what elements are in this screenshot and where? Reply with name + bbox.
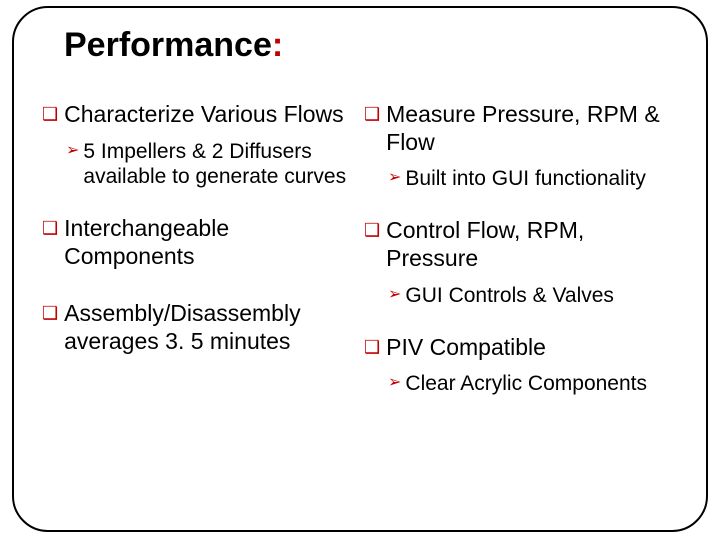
left-block-1: ❑ Characterize Various Flows ➢ 5 Impelle…: [42, 101, 356, 189]
bullet-piv-compatible: ❑ PIV Compatible: [364, 334, 678, 362]
columns: ❑ Characterize Various Flows ➢ 5 Impelle…: [42, 101, 678, 423]
square-bullet-icon: ❑: [364, 217, 380, 244]
bullet-text: Characterize Various Flows: [64, 101, 344, 129]
square-bullet-icon: ❑: [364, 334, 380, 361]
subbullet-text: 5 Impellers & 2 Diffusers available to g…: [83, 139, 356, 189]
right-block-2: ❑ Control Flow, RPM, Pressure ➢ GUI Cont…: [364, 217, 678, 307]
title-colon: :: [272, 26, 283, 64]
square-bullet-icon: ❑: [364, 101, 380, 128]
square-bullet-icon: ❑: [42, 101, 58, 128]
square-bullet-icon: ❑: [42, 215, 58, 242]
bullet-text: Interchangeable Components: [64, 215, 356, 270]
bullet-measure-pressure: ❑ Measure Pressure, RPM & Flow: [364, 101, 678, 156]
bullet-control-flow: ❑ Control Flow, RPM, Pressure: [364, 217, 678, 272]
bullet-characterize-flows: ❑ Characterize Various Flows: [42, 101, 356, 129]
title-text: Performance: [64, 26, 272, 64]
subbullet-gui-functionality: ➢ Built into GUI functionality: [388, 166, 678, 191]
subbullet-text: Clear Acrylic Components: [405, 371, 647, 396]
chevron-bullet-icon: ➢: [388, 371, 401, 395]
subbullet-text: Built into GUI functionality: [405, 166, 645, 191]
slide-title: Performance:: [64, 26, 678, 65]
slide-frame: Performance: ❑ Characterize Various Flow…: [12, 6, 708, 532]
right-block-3: ❑ PIV Compatible ➢ Clear Acrylic Compone…: [364, 334, 678, 397]
bullet-text: Control Flow, RPM, Pressure: [386, 217, 678, 272]
left-block-3: ❑ Assembly/Disassembly averages 3. 5 min…: [42, 300, 356, 355]
subbullet-text: GUI Controls & Valves: [405, 283, 614, 308]
chevron-bullet-icon: ➢: [66, 139, 79, 163]
subbullet-impellers: ➢ 5 Impellers & 2 Diffusers available to…: [66, 139, 356, 189]
left-column: ❑ Characterize Various Flows ➢ 5 Impelle…: [42, 101, 356, 423]
right-block-1: ❑ Measure Pressure, RPM & Flow ➢ Built i…: [364, 101, 678, 191]
bullet-text: Assembly/Disassembly averages 3. 5 minut…: [64, 300, 356, 355]
subbullet-gui-controls: ➢ GUI Controls & Valves: [388, 283, 678, 308]
bullet-text: PIV Compatible: [386, 334, 546, 362]
square-bullet-icon: ❑: [42, 300, 58, 327]
right-column: ❑ Measure Pressure, RPM & Flow ➢ Built i…: [364, 101, 678, 423]
left-block-2: ❑ Interchangeable Components: [42, 215, 356, 270]
bullet-assembly: ❑ Assembly/Disassembly averages 3. 5 min…: [42, 300, 356, 355]
subbullet-clear-acrylic: ➢ Clear Acrylic Components: [388, 371, 678, 396]
bullet-interchangeable: ❑ Interchangeable Components: [42, 215, 356, 270]
chevron-bullet-icon: ➢: [388, 166, 401, 190]
bullet-text: Measure Pressure, RPM & Flow: [386, 101, 678, 156]
chevron-bullet-icon: ➢: [388, 283, 401, 307]
